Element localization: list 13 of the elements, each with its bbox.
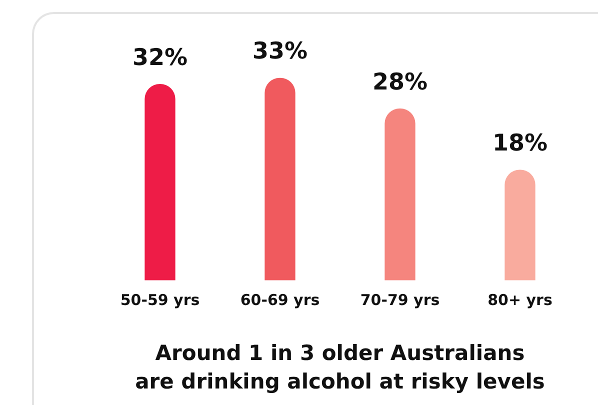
bar — [264, 78, 296, 280]
x-tick-label: 80+ yrs — [488, 291, 552, 310]
data-label: 28% — [372, 69, 428, 96]
x-tick-label: 50-59 yrs — [120, 291, 200, 310]
x-tick-label: 60-69 yrs — [240, 291, 320, 310]
bar — [384, 108, 416, 280]
bar — [504, 170, 536, 280]
data-label: 33% — [252, 38, 308, 65]
data-label: 32% — [132, 44, 188, 71]
x-tick-label: 70-79 yrs — [360, 291, 440, 310]
text: Around 1 in 3 older Australians are drinking alcohol at risky levels — [135, 340, 545, 394]
data-label: 18% — [492, 130, 548, 157]
bar — [144, 84, 176, 280]
